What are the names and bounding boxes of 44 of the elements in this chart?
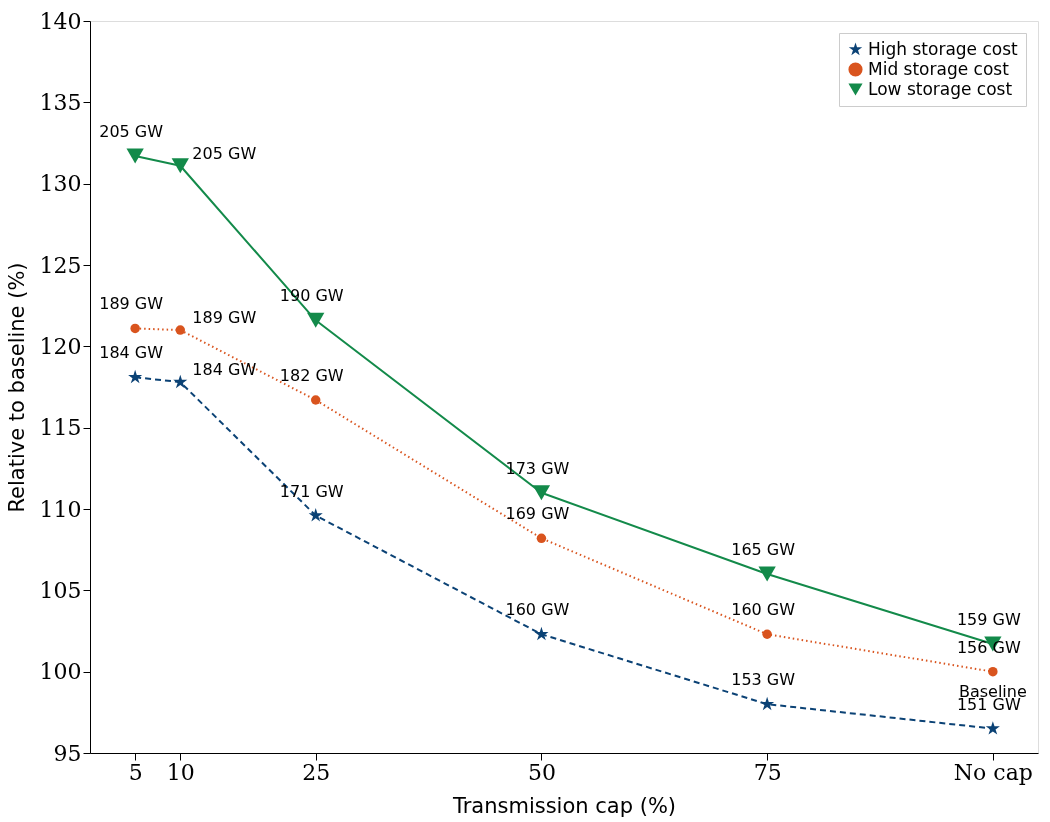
annotation: 189 GW — [99, 294, 164, 314]
annotation: 184 GW — [99, 343, 164, 363]
annotation: 159 GW — [956, 610, 1021, 630]
point — [985, 721, 1000, 735]
y-tick-label: 135 — [39, 89, 82, 115]
y-tick-label: 130 — [39, 171, 82, 197]
y-tick-label: 110 — [39, 496, 82, 522]
y-tick-label: 115 — [39, 415, 82, 441]
x-tick-label: 50 — [527, 759, 556, 785]
annotation: 205 GW — [99, 122, 164, 142]
point — [762, 629, 772, 639]
x-tick-label: 5 — [128, 759, 143, 785]
y-tick-label: 120 — [39, 333, 82, 359]
legend-label: High storage cost — [868, 38, 1019, 59]
y-tick-label: 105 — [39, 577, 82, 603]
y-axis-title: Relative to baseline (%) — [4, 262, 29, 513]
legend-label: Mid storage cost — [868, 58, 1010, 79]
y-tick-label: 100 — [39, 659, 82, 685]
x-tick-label: No cap — [953, 759, 1033, 785]
x-axis-title: Transmission cap (%) — [451, 793, 677, 818]
annotation: 173 GW — [505, 458, 570, 478]
annotation: 189 GW — [192, 308, 257, 328]
annotation: 160 GW — [731, 600, 796, 620]
annotation: 182 GW — [279, 366, 344, 386]
y-tick-label: 95 — [53, 740, 82, 766]
point — [310, 395, 321, 405]
point — [130, 323, 140, 334]
annotation: 171 GW — [279, 481, 344, 501]
y-tick-label: 125 — [39, 252, 82, 278]
annotation: 169 GW — [505, 504, 570, 524]
annotation: 160 GW — [505, 600, 570, 620]
annotation: 156 GW — [956, 637, 1021, 657]
annotation: 184 GW — [192, 360, 257, 380]
point — [171, 158, 189, 174]
point — [988, 666, 998, 677]
x-tick-label: 25 — [302, 759, 331, 785]
x-tick-label: 75 — [753, 759, 782, 785]
point — [175, 325, 186, 335]
x-tick-label: 10 — [166, 759, 195, 785]
annotation: 205 GW — [192, 143, 257, 163]
annotation: 153 GW — [731, 670, 796, 690]
legend-label: Low storage cost — [868, 78, 1013, 99]
y-tick-label: 140 — [39, 8, 82, 34]
annotation: 165 GW — [731, 540, 796, 560]
